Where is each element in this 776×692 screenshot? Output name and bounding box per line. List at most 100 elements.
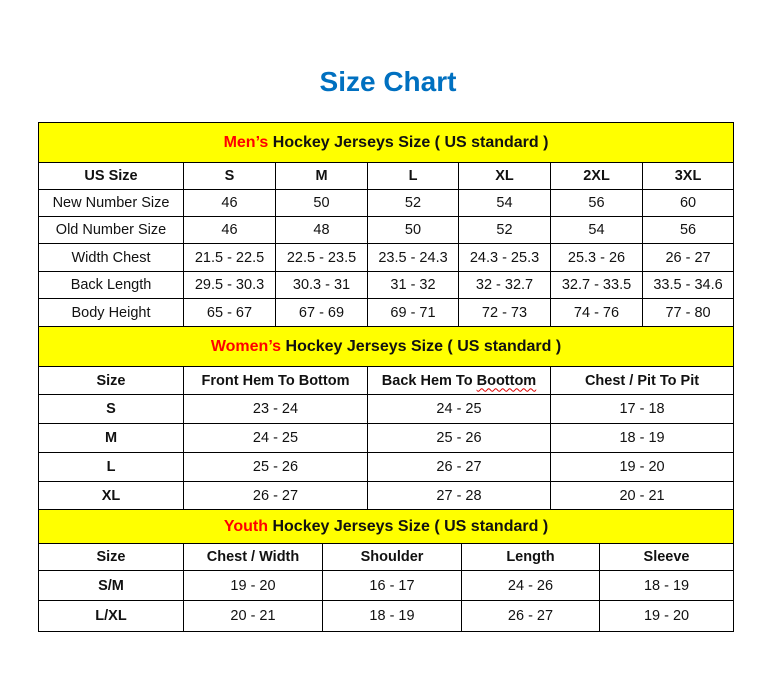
column-header-text: L	[408, 168, 418, 184]
table-cell: 25 - 26	[183, 452, 368, 482]
table-cell: 30.3 - 31	[275, 271, 368, 299]
table-row: L 25 - 26 26 - 27 19 - 20	[38, 452, 735, 482]
table-cell: 74 - 76	[550, 298, 643, 327]
row-label: Old Number Size	[38, 216, 184, 244]
misspelled-word: Boottom	[476, 372, 537, 389]
column-header: S	[183, 162, 276, 190]
table-cell: 50	[275, 189, 368, 217]
column-header-text: US Size	[84, 168, 138, 184]
column-header-text: Size	[96, 549, 126, 565]
row-label: XL	[38, 481, 184, 510]
column-header-text: 3XL	[674, 168, 702, 184]
row-label: S	[38, 394, 184, 424]
table-cell: 56	[550, 189, 643, 217]
row-label: New Number Size	[38, 189, 184, 217]
header-row: Size Front Hem To Bottom Back Hem To Boott…	[38, 366, 735, 395]
table-row: Width Chest 21.5 - 22.5 22.5 - 23.5 23.5 - …	[38, 243, 735, 272]
table-cell: 69 - 71	[367, 298, 459, 327]
mens-banner: Men’s Hockey Jerseys Size ( US standard …	[37, 122, 735, 163]
column-header: Sleeve	[598, 543, 735, 571]
column-header: Size	[38, 543, 184, 571]
table-cell: 54	[550, 216, 643, 244]
table-row: New Number Size 46 50 52 54 56 60	[38, 189, 735, 217]
table-cell: 48	[275, 216, 368, 244]
table-row: L/XL 20 - 21 18 - 19 26 - 27 19 - 20	[38, 600, 735, 632]
column-header-text: S	[224, 168, 235, 184]
column-header: 2XL	[550, 162, 643, 190]
column-header: 3XL	[641, 162, 735, 190]
row-label: Body Height	[38, 298, 184, 327]
column-header-text: Length	[506, 549, 555, 565]
womens-banner: Women’s Hockey Jerseys Size ( US standar…	[37, 326, 735, 367]
table-cell: 29.5 - 30.3	[183, 271, 276, 299]
table-cell: 26 - 27	[183, 481, 368, 510]
column-header-text: Chest / Width	[206, 549, 300, 565]
table-cell: 46	[183, 189, 276, 217]
table-cell: 19 - 20	[549, 452, 735, 482]
table-row: XL 26 - 27 27 - 28 20 - 21	[38, 481, 735, 510]
table-cell: 16 - 17	[322, 570, 462, 601]
column-header-text: 2XL	[583, 168, 610, 184]
table-cell: 19 - 20	[598, 600, 735, 632]
column-header: Length	[461, 543, 600, 571]
table-cell: 24 - 25	[367, 394, 551, 424]
youth-size-table: Youth Hockey Jerseys Size ( US standard …	[37, 509, 735, 632]
table-cell: 26 - 27	[641, 243, 735, 272]
mens-size-table: Men’s Hockey Jerseys Size ( US standard …	[37, 122, 735, 327]
table-cell: 54	[458, 189, 551, 217]
column-header: XL	[458, 162, 551, 190]
column-header-text: Sleeve	[643, 549, 690, 565]
table-cell: 26 - 27	[461, 600, 600, 632]
table-cell: 33.5 - 34.6	[641, 271, 735, 299]
row-label: L	[38, 452, 184, 482]
header-row: Size Chest / Width Shoulder Length Sleeve	[38, 543, 735, 571]
table-cell: 32.7 - 33.5	[550, 271, 643, 299]
row-label: M	[38, 423, 184, 453]
column-header: Size	[38, 366, 184, 395]
table-cell: 52	[458, 216, 551, 244]
page-title: Size Chart	[319, 66, 457, 97]
table-cell: 65 - 67	[183, 298, 276, 327]
column-header: L	[367, 162, 459, 190]
row-label: Back Length	[38, 271, 184, 299]
table-cell: 25.3 - 26	[550, 243, 643, 272]
table-cell: 18 - 19	[598, 570, 735, 601]
row-label: Width Chest	[38, 243, 184, 272]
table-cell: 72 - 73	[458, 298, 551, 327]
column-header: US Size	[38, 162, 184, 190]
table-row: M 24 - 25 25 - 26 18 - 19	[38, 423, 735, 453]
table-cell: 26 - 27	[367, 452, 551, 482]
table-cell: 60	[641, 189, 735, 217]
column-header-text: XL	[495, 168, 514, 184]
table-cell: 20 - 21	[549, 481, 735, 510]
table-cell: 31 - 32	[367, 271, 459, 299]
row-label: S/M	[38, 570, 184, 601]
table-cell: 46	[183, 216, 276, 244]
table-cell: 17 - 18	[549, 394, 735, 424]
table-cell: 27 - 28	[367, 481, 551, 510]
table-cell: 22.5 - 23.5	[275, 243, 368, 272]
banner-text: Hockey Jerseys Size ( US standard )	[268, 133, 549, 151]
table-cell: 24 - 25	[183, 423, 368, 453]
table-cell: 18 - 19	[549, 423, 735, 453]
column-header-text: Size	[96, 372, 126, 389]
column-header: Back Hem To Boottom	[367, 366, 551, 395]
table-cell: 56	[641, 216, 735, 244]
table-row: S 23 - 24 24 - 25 17 - 18	[38, 394, 735, 424]
banner-highlight: Men’s	[223, 133, 269, 151]
table-cell: 21.5 - 22.5	[183, 243, 276, 272]
youth-banner: Youth Hockey Jerseys Size ( US standard …	[37, 509, 735, 544]
column-header-text: Back Hem To Boottom	[381, 372, 537, 389]
table-cell: 20 - 21	[183, 600, 323, 632]
table-row: Old Number Size 46 48 50 52 54 56	[38, 216, 735, 244]
womens-size-table: Women’s Hockey Jerseys Size ( US standar…	[37, 326, 735, 510]
header-row: US Size S M L XL 2XL 3XL	[38, 162, 735, 190]
banner-text: Hockey Jerseys Size ( US standard )	[281, 337, 562, 355]
table-row: Back Length 29.5 - 30.3 30.3 - 31 31 - 32 32…	[38, 271, 735, 299]
table-cell: 25 - 26	[367, 423, 551, 453]
column-header-text: Front Hem To Bottom	[201, 372, 350, 389]
table-cell: 19 - 20	[183, 570, 323, 601]
column-header: Chest / Width	[183, 543, 323, 571]
table-row: S/M 19 - 20 16 - 17 24 - 26 18 - 19	[38, 570, 735, 601]
column-header-text: Chest / Pit To Pit	[584, 372, 700, 389]
